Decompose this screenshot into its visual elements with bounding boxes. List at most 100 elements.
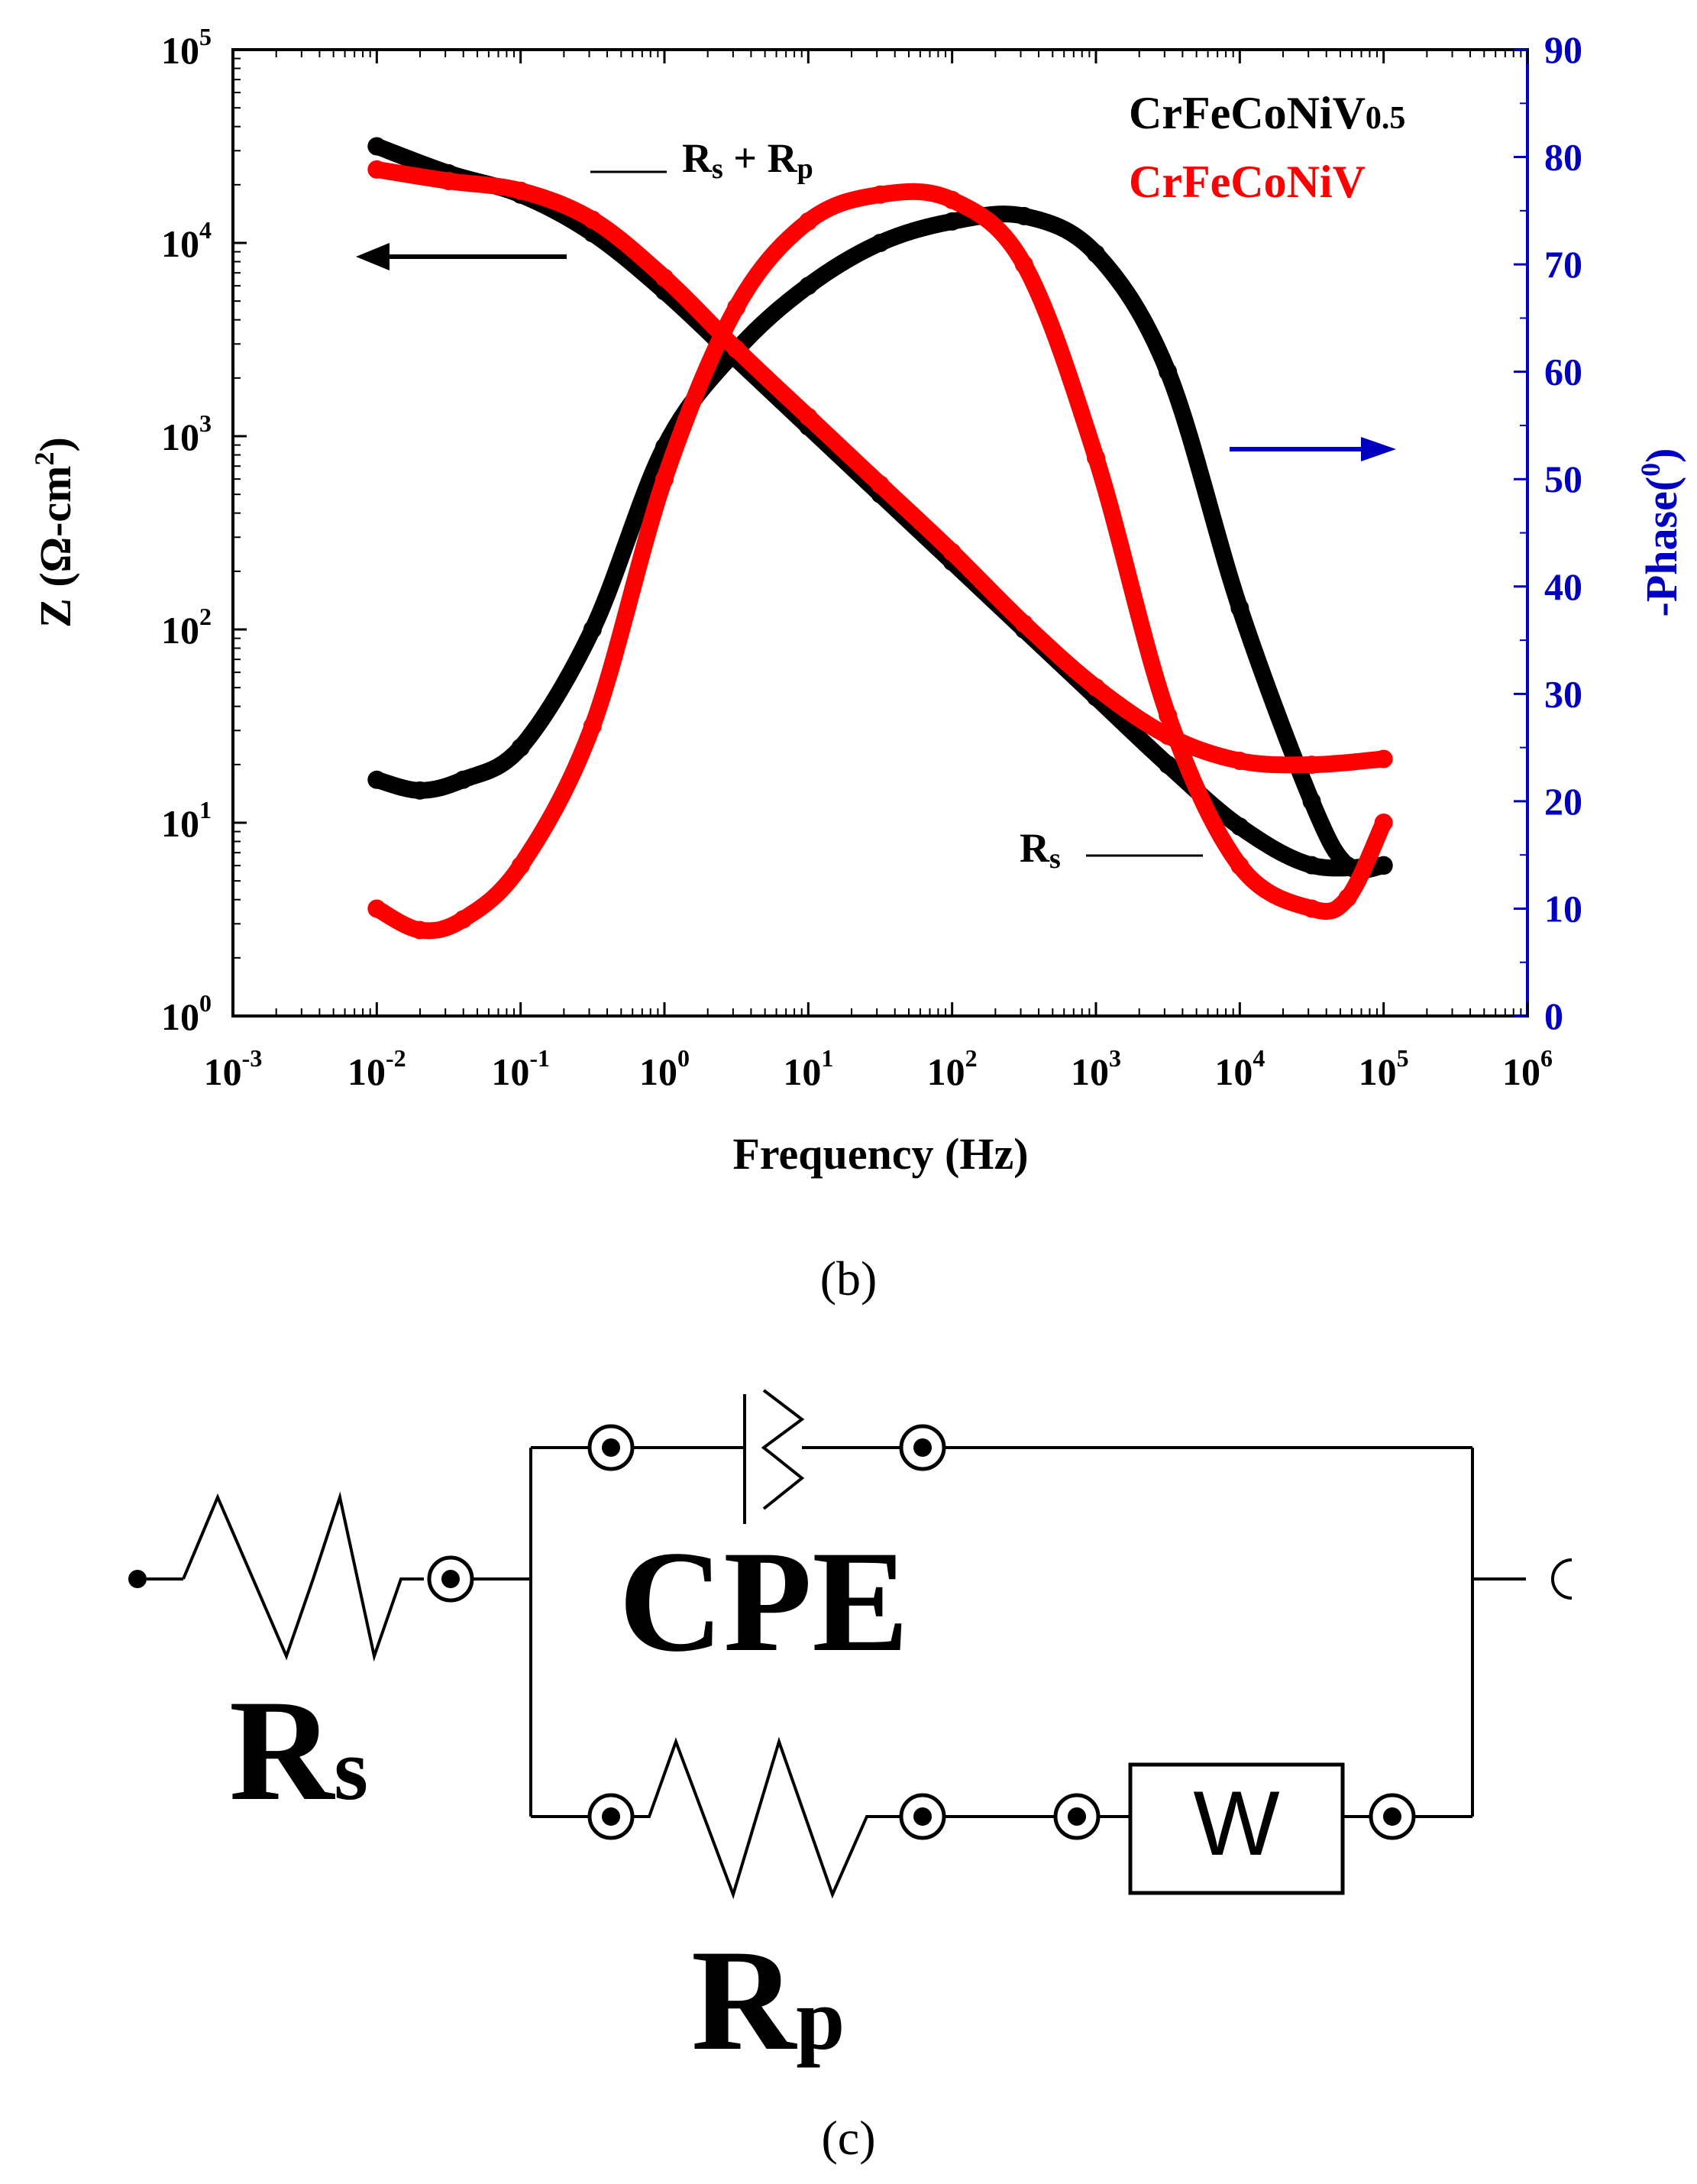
data-point: [942, 190, 962, 209]
data-point: [1014, 206, 1033, 225]
y-left-tick-label: 100: [161, 989, 212, 1038]
data-point: [583, 620, 602, 639]
y-right-tick-label: 0: [1544, 995, 1563, 1037]
data-point: [1302, 899, 1321, 918]
left-axis-title: Z (Ω-cm2): [29, 437, 80, 628]
series-crfeconiv0-5-phase: [368, 205, 1392, 879]
x-tick-label: 102: [927, 1044, 978, 1093]
y-right-tick-label: 80: [1544, 136, 1582, 179]
data-point: [942, 212, 962, 231]
x-tick-label: 10-1: [491, 1044, 550, 1093]
data-point: [1230, 752, 1249, 771]
data-point: [1087, 244, 1105, 264]
series-layer: [367, 137, 1393, 940]
data-point: [1087, 678, 1105, 697]
data-point: [1159, 362, 1178, 381]
panel-label-c: (c): [821, 2111, 875, 2165]
input-terminal-dot: [128, 1570, 147, 1588]
data-point: [511, 738, 530, 757]
data-point: [655, 268, 674, 287]
y-right-tick-label: 50: [1544, 458, 1582, 500]
warburg-label: W: [1193, 1772, 1279, 1875]
x-axis-ticks: 10-3 10-2 10-1 100 101 102 103 104 105 106: [204, 50, 1553, 1093]
rp-label: Rp: [691, 1920, 845, 2081]
bode-plot: 10-3 10-2 10-1 100 101 102 103 104 105 106 100101…: [29, 23, 1686, 1306]
x-axis-title: Frequency (Hz): [732, 1129, 1028, 1179]
rp-resistor: [632, 1736, 901, 1900]
data-point: [367, 899, 386, 918]
data-point: [1014, 255, 1033, 274]
x-tick-label: 103: [1071, 1044, 1121, 1093]
output-terminal-icon: [1551, 1558, 1573, 1600]
y-left-tick-label: 103: [161, 409, 212, 458]
x-tick-label: 105: [1359, 1044, 1409, 1093]
data-point: [410, 781, 429, 800]
node-terminal: [1053, 1793, 1101, 1840]
data-point: [1159, 706, 1178, 725]
y-right-tick-label: 10: [1544, 887, 1582, 930]
y-left-tick-label: 101: [161, 796, 212, 845]
y-right-tick-label: 40: [1544, 565, 1582, 608]
data-point: [367, 137, 386, 156]
y-left-tick-label: 104: [161, 216, 212, 265]
cpe-label: CPE: [619, 1522, 909, 1682]
cpe-zigzag-plate: [761, 1389, 805, 1510]
data-point: [1302, 756, 1321, 775]
data-point: [1374, 814, 1393, 832]
rs-label: Rs: [229, 1671, 368, 1831]
data-point: [410, 921, 429, 940]
right-arrow-icon: [1361, 437, 1396, 461]
right-axis-title: -Phase(0): [1635, 448, 1686, 617]
data-point: [439, 172, 458, 191]
data-point: [942, 542, 962, 561]
data-point: [655, 470, 674, 489]
data-point: [799, 277, 818, 296]
data-point: [454, 770, 473, 789]
data-point: [727, 298, 746, 317]
data-point: [1230, 817, 1249, 836]
data-point: [871, 185, 890, 204]
data-point: [511, 856, 530, 875]
y-right-tick-label: 20: [1544, 780, 1582, 823]
data-point: [871, 234, 890, 252]
data-point: [1087, 448, 1105, 468]
y-right-tick-label: 70: [1544, 243, 1582, 286]
y-left-tick-label: 105: [161, 23, 212, 72]
y-right-tick-label: 30: [1544, 672, 1582, 715]
x-tick-label: 104: [1214, 1044, 1265, 1093]
data-point: [1230, 856, 1249, 875]
rs-resistor: [182, 1491, 424, 1662]
x-tick-label: 106: [1502, 1044, 1553, 1093]
right-axis-ticks: 0 10 20 30 40 50 60 70 80 90: [1514, 28, 1582, 1037]
annotation-rs: Rs: [1020, 825, 1061, 875]
data-point: [454, 910, 473, 929]
x-tick-label: 10-3: [204, 1044, 263, 1093]
x-tick-label: 10-2: [347, 1044, 406, 1093]
data-point: [1302, 791, 1321, 811]
data-point: [367, 160, 386, 179]
x-tick-label: 101: [783, 1044, 833, 1093]
data-point: [1338, 888, 1357, 908]
panel-label-b: (b): [820, 1251, 878, 1306]
data-point: [511, 181, 530, 200]
data-point: [871, 475, 890, 494]
data-point: [727, 340, 746, 359]
data-point: [1302, 856, 1321, 875]
data-point: [583, 717, 602, 736]
x-tick-label: 100: [639, 1044, 690, 1093]
warburg-element: [1128, 1762, 1345, 1895]
data-point: [1338, 856, 1357, 875]
legend-entry-crfeconiv: CrFeCoNiV: [1129, 157, 1366, 207]
data-point: [583, 210, 602, 229]
left-axis-ticks: 100 101 102 103 104 105: [161, 23, 247, 1038]
data-point: [1374, 856, 1393, 875]
y-right-tick-label: 60: [1544, 351, 1582, 393]
y-left-tick-label: 102: [161, 603, 212, 652]
left-arrow-icon: [356, 243, 390, 270]
data-point: [1014, 614, 1033, 633]
data-point: [367, 770, 386, 789]
legend-entry-crfeconiv05: CrFeCoNiV0.5: [1129, 88, 1405, 138]
data-point: [799, 212, 818, 231]
data-point: [1159, 756, 1178, 775]
